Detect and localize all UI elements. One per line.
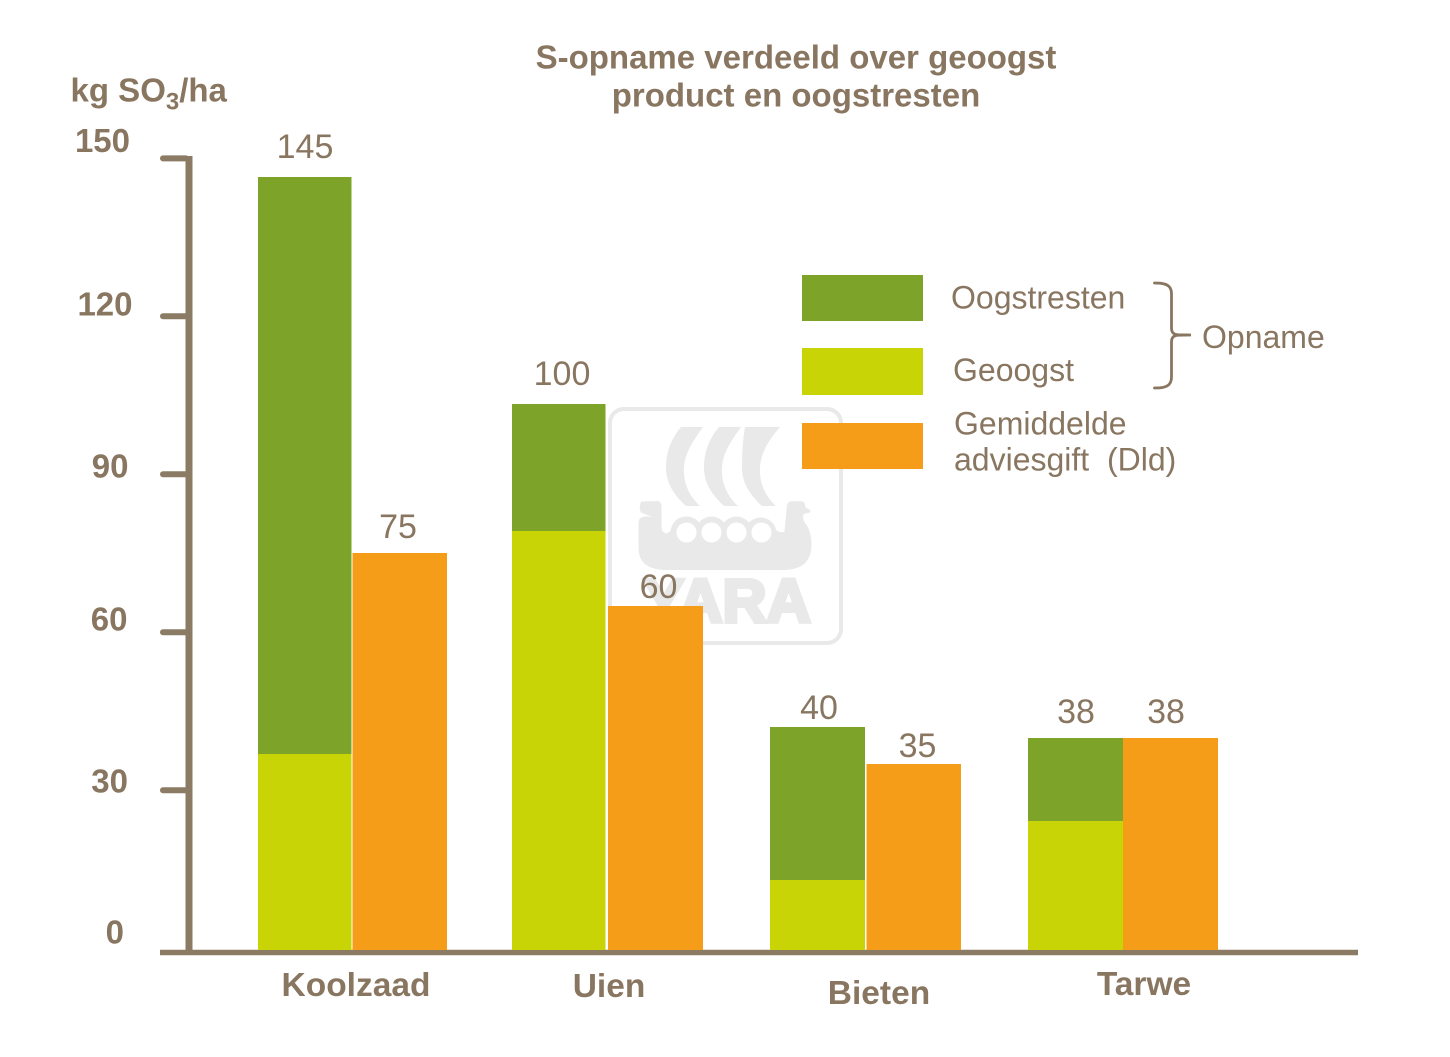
svg-text:60: 60 bbox=[91, 601, 128, 638]
svg-text:kg SO3/ha: kg SO3/ha bbox=[71, 72, 228, 116]
svg-text:60: 60 bbox=[640, 568, 678, 606]
svg-text:40: 40 bbox=[800, 689, 838, 727]
svg-text:Koolzaad: Koolzaad bbox=[282, 967, 431, 1004]
svg-text:product en oogstresten: product en oogstresten bbox=[612, 77, 981, 114]
svg-text:Gemiddelde: Gemiddelde bbox=[954, 406, 1127, 442]
svg-text:38: 38 bbox=[1147, 693, 1185, 731]
svg-text:Opname: Opname bbox=[1202, 319, 1325, 355]
svg-text:75: 75 bbox=[379, 508, 417, 546]
svg-text:100: 100 bbox=[534, 355, 591, 393]
svg-text:adviesgift (Dld): adviesgift (Dld) bbox=[954, 441, 1176, 477]
svg-text:90: 90 bbox=[92, 448, 129, 485]
svg-text:Geoogst: Geoogst bbox=[953, 352, 1074, 388]
svg-text:Oogstresten: Oogstresten bbox=[951, 280, 1125, 316]
svg-text:30: 30 bbox=[91, 763, 128, 800]
svg-text:0: 0 bbox=[106, 914, 124, 951]
svg-text:35: 35 bbox=[899, 727, 937, 765]
svg-text:Tarwe: Tarwe bbox=[1097, 966, 1191, 1003]
svg-text:Bieten: Bieten bbox=[828, 975, 930, 1012]
svg-text:Uien: Uien bbox=[573, 968, 646, 1005]
svg-text:120: 120 bbox=[77, 286, 132, 323]
svg-text:38: 38 bbox=[1057, 693, 1095, 731]
svg-text:145: 145 bbox=[277, 128, 334, 166]
svg-text:S-opname verdeeld over geoogst: S-opname verdeeld over geoogst bbox=[536, 39, 1057, 76]
svg-text:150: 150 bbox=[75, 122, 130, 159]
